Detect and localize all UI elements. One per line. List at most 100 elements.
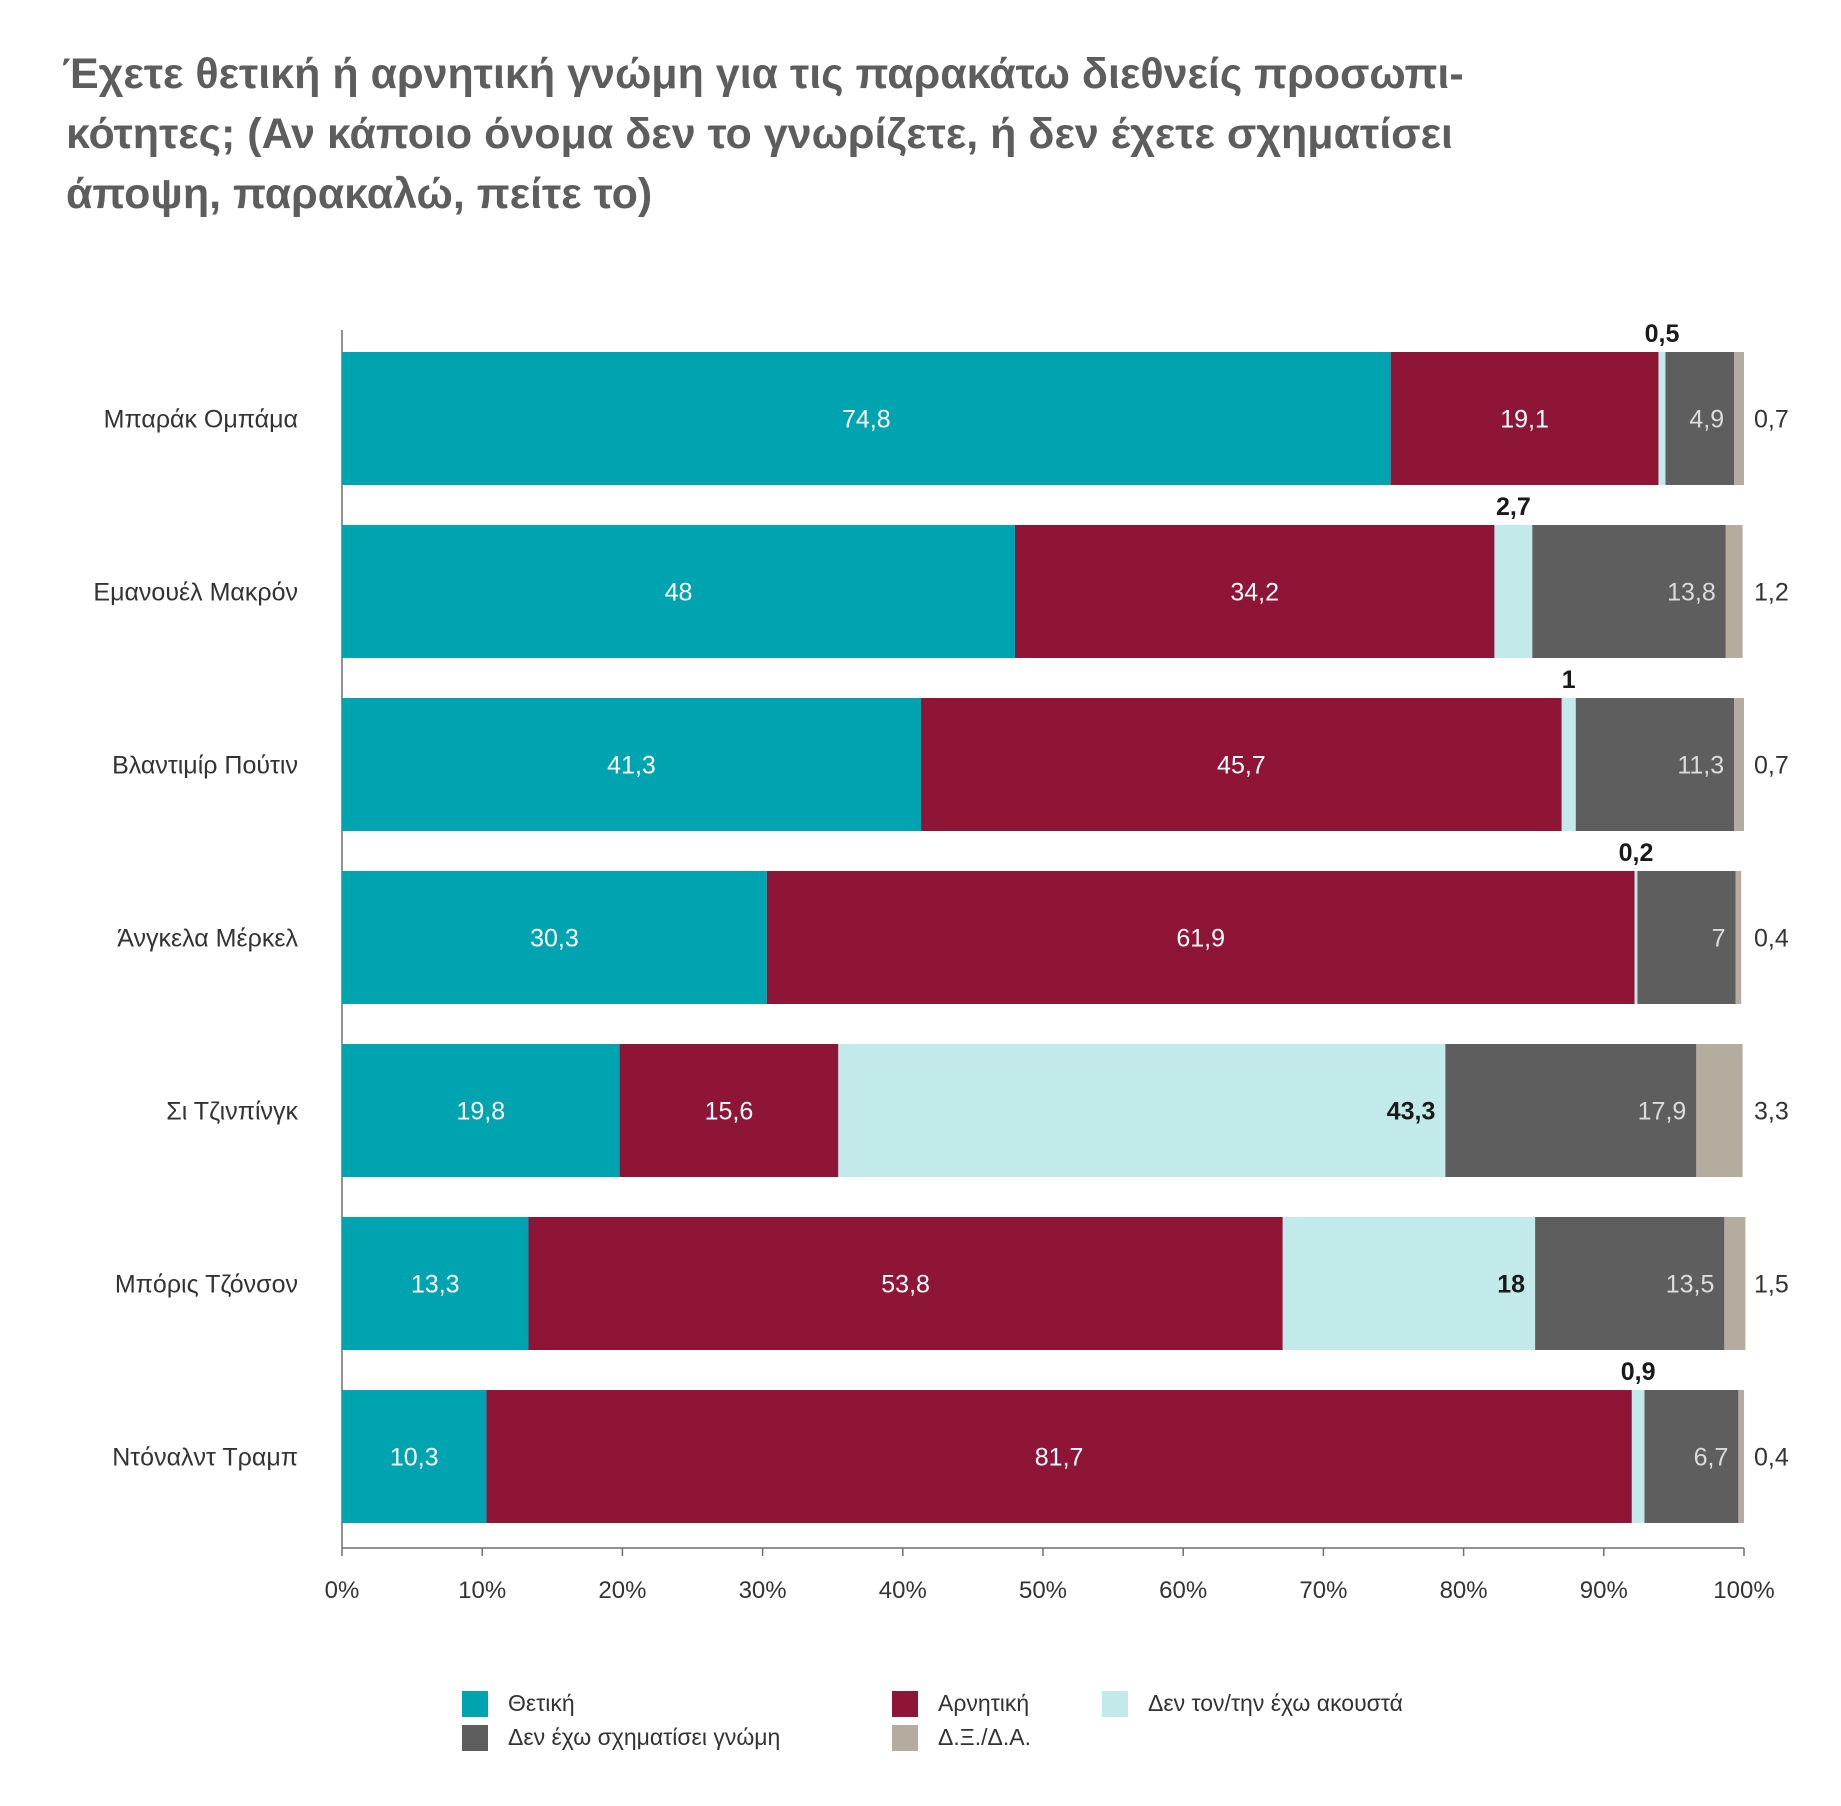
x-tick-label: 70% (1299, 1577, 1347, 1604)
bar-segment-positive (342, 1390, 487, 1523)
bar-segment-no-opinion (1665, 352, 1735, 485)
data-label-dk-na: 1,2 (1754, 579, 1789, 607)
x-tick-label: 0% (325, 1577, 360, 1604)
chart-title: Έχετε θετική ή αρνητική γνώμη για τις πα… (62, 44, 1622, 224)
legend-swatch-no-opinion (462, 1724, 488, 1751)
data-label-no-opinion: 4,9 (1689, 406, 1724, 434)
data-label-dk-na: 0,7 (1754, 752, 1789, 780)
category-label: Εμανουέλ Μακρόν (93, 579, 298, 607)
data-label-dk-na: 0,4 (1754, 1444, 1789, 1472)
x-tick-label: 50% (1019, 1577, 1067, 1604)
legend-label-positive: Θετική (508, 1690, 575, 1716)
x-tick-label: 80% (1440, 1577, 1488, 1604)
data-label-negative: 45,7 (1217, 752, 1266, 780)
data-label-not-heard: 2,7 (1496, 493, 1531, 521)
bar-segment-negative (921, 698, 1562, 831)
legend-item-dk-na: Δ.Ξ./Δ.Α. (892, 1724, 1031, 1751)
data-label-not-heard: 0,9 (1621, 1358, 1656, 1386)
legend-swatch-not-heard (1102, 1690, 1128, 1717)
bar-segment-not-heard (1658, 352, 1666, 485)
data-label-positive: 10,3 (390, 1444, 439, 1472)
bar-segment-dk-na (1734, 698, 1744, 831)
legend-item-negative: Αρνητική (892, 1690, 1029, 1717)
legend-item-no-opinion: Δεν έχω σχηματίσει γνώμη (462, 1724, 780, 1751)
data-label-not-heard: 0,5 (1645, 320, 1680, 348)
data-label-positive: 48 (665, 579, 693, 607)
category-label: Σι Τζινπίνγκ (166, 1098, 298, 1126)
category-label: Μπαράκ Ομπάμα (104, 406, 298, 434)
data-label-not-heard: 18 (1497, 1271, 1525, 1299)
data-label-dk-na: 1,5 (1754, 1271, 1789, 1299)
bar-segment-not-heard (1561, 698, 1576, 831)
x-tick-label: 100% (1713, 1577, 1774, 1604)
data-label-no-opinion: 13,8 (1667, 579, 1716, 607)
bar-segment-not-heard (1282, 1217, 1536, 1350)
bar-segment-negative (528, 1217, 1283, 1350)
x-tick-label: 40% (879, 1577, 927, 1604)
legend-swatch-negative (892, 1690, 918, 1717)
bar-segment-negative (766, 871, 1635, 1004)
bar-segment-dk-na (1696, 1044, 1743, 1177)
category-label: Άνγκελα Μέρκελ (117, 925, 298, 953)
bar-segment-positive (342, 352, 1391, 485)
data-label-dk-na: 3,3 (1754, 1098, 1789, 1126)
bar-segment-not-heard (1631, 1390, 1645, 1523)
x-tick-label: 90% (1580, 1577, 1628, 1604)
data-label-dk-na: 0,7 (1754, 406, 1789, 434)
data-label-positive: 30,3 (530, 925, 579, 953)
bar-segment-negative (619, 1044, 839, 1177)
x-tick-label: 30% (739, 1577, 787, 1604)
bar-segment-dk-na (1724, 1217, 1746, 1350)
data-label-no-opinion: 7 (1712, 925, 1726, 953)
legend-swatch-positive (462, 1690, 488, 1717)
data-label-no-opinion: 17,9 (1638, 1098, 1687, 1126)
legend-swatch-dk-na (892, 1724, 918, 1751)
bar-segment-dk-na (1734, 352, 1744, 485)
data-label-negative: 53,8 (881, 1271, 930, 1299)
x-tick-label: 10% (458, 1577, 506, 1604)
bar-segment-no-opinion (1575, 698, 1735, 831)
bar-segment-not-heard (1494, 525, 1533, 658)
legend-label-negative: Αρνητική (938, 1690, 1030, 1716)
bar-segment-negative (1390, 352, 1659, 485)
bar-segment-positive (342, 1044, 620, 1177)
legend-item-positive: Θετική (462, 1690, 575, 1717)
data-label-negative: 81,7 (1035, 1444, 1084, 1472)
bar-segment-positive (342, 698, 922, 831)
data-label-positive: 41,3 (607, 752, 656, 780)
bar-segment-no-opinion (1637, 871, 1736, 1004)
bar-segment-positive (342, 871, 767, 1004)
data-label-negative: 34,2 (1230, 579, 1279, 607)
bar-segment-negative (486, 1390, 1632, 1523)
data-label-not-heard: 43,3 (1387, 1098, 1436, 1126)
x-tick-label: 60% (1159, 1577, 1207, 1604)
bar-segment-not-heard (838, 1044, 1446, 1177)
legend-item-not-heard: Δεν τον/την έχω ακουστά (1102, 1690, 1403, 1717)
data-label-positive: 13,3 (411, 1271, 460, 1299)
legend-label-dk-na: Δ.Ξ./Δ.Α. (938, 1724, 1031, 1750)
bar-segment-no-opinion (1644, 1390, 1739, 1523)
data-label-not-heard: 1 (1562, 666, 1576, 694)
bar-segment-no-opinion (1532, 525, 1726, 658)
data-label-not-heard: 0,2 (1619, 839, 1654, 867)
data-label-positive: 19,8 (456, 1098, 505, 1126)
chart-title-line-1: Έχετε θετική ή αρνητική γνώμη για τις πα… (62, 50, 1464, 98)
bar-segment-dk-na (1725, 525, 1743, 658)
category-label: Βλαντιμίρ Πούτιν (112, 752, 298, 780)
legend-label-no-opinion: Δεν έχω σχηματίσει γνώμη (508, 1724, 781, 1750)
chart-title-line-3: άποψη, παρακαλώ, πείτε το) (66, 170, 653, 218)
category-label: Ντόναλντ Τραμπ (112, 1444, 298, 1472)
legend-label-not-heard: Δεν τον/την έχω ακουστά (1148, 1690, 1403, 1716)
bar-segment-positive (342, 1217, 529, 1350)
bar-segment-dk-na (1738, 1390, 1744, 1523)
chart-title-line-2: κότητες; (Αν κάποιο όνομα δεν το γνωρίζε… (66, 110, 1453, 158)
data-label-no-opinion: 6,7 (1694, 1444, 1729, 1472)
chart-legend: Θετική Δεν έχω σχηματίσει γνώμη Αρνητική… (462, 1690, 1562, 1780)
data-label-negative: 15,6 (705, 1098, 754, 1126)
data-label-no-opinion: 11,3 (1677, 752, 1724, 780)
data-label-positive: 74,8 (842, 406, 891, 434)
bar-segment-not-heard (1634, 871, 1638, 1004)
x-tick-label: 20% (598, 1577, 646, 1604)
category-label: Μπόρις Τζόνσον (115, 1271, 298, 1299)
data-label-no-opinion: 13,5 (1666, 1271, 1715, 1299)
